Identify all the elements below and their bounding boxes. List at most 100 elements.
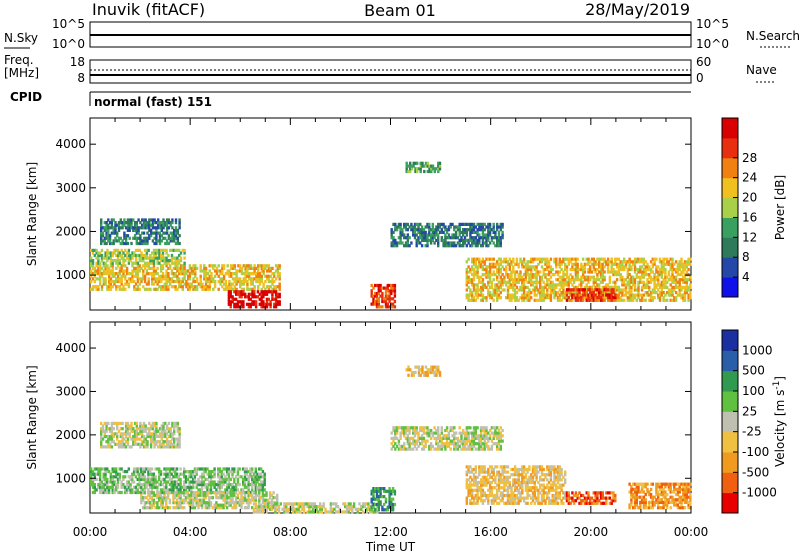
data-cell (122, 285, 125, 289)
data-cell (152, 282, 156, 286)
data-cell (497, 236, 501, 240)
data-cell (236, 483, 240, 487)
data-cell (621, 267, 624, 272)
data-cell (615, 273, 619, 277)
nsearch-tick-top: 10^5 (696, 17, 729, 31)
data-cell (106, 488, 109, 492)
data-cell (617, 288, 621, 292)
data-cell (479, 228, 483, 232)
data-cell (274, 277, 278, 281)
data-cell (406, 434, 409, 438)
data-cell (596, 275, 599, 279)
data-cell (238, 491, 241, 495)
data-cell (528, 280, 531, 284)
data-cell (158, 261, 161, 265)
data-cell (481, 285, 485, 289)
data-cell (574, 296, 578, 300)
data-cell (319, 510, 322, 514)
data-cell (580, 283, 583, 287)
data-cell (112, 421, 115, 425)
data-cell (488, 222, 492, 226)
data-cell (393, 492, 397, 496)
data-cell (215, 493, 218, 497)
data-cell (160, 256, 163, 260)
data-cell (437, 241, 440, 245)
data-cell (138, 269, 141, 273)
data-cell (155, 221, 158, 225)
data-cell (213, 470, 216, 474)
data-cell (174, 274, 177, 278)
data-cell (156, 480, 159, 484)
data-cell (254, 496, 257, 500)
data-cell (444, 233, 447, 237)
data-cell (683, 293, 687, 297)
data-cell (173, 442, 176, 446)
data-cell (531, 283, 535, 287)
data-cell (393, 286, 397, 290)
data-cell (408, 442, 411, 446)
data-cell (261, 493, 265, 497)
data-cell (419, 426, 422, 430)
data-cell (580, 280, 583, 284)
data-cell (247, 488, 250, 492)
data-cell (590, 275, 594, 279)
data-cell (130, 445, 133, 449)
data-cell (519, 285, 522, 289)
data-cell (142, 421, 146, 425)
data-cell (444, 236, 447, 240)
data-cell (572, 262, 576, 266)
data-cell (176, 277, 179, 281)
data-cell (549, 265, 553, 269)
data-cell (669, 278, 672, 282)
data-cell (99, 272, 102, 276)
data-cell (163, 488, 166, 492)
data-cell (390, 236, 393, 240)
data-cell (671, 278, 674, 282)
data-cell (390, 228, 393, 232)
data-cell (278, 295, 281, 299)
data-cell (375, 497, 379, 501)
data-cell (165, 231, 169, 235)
data-cell (372, 505, 375, 509)
data-cell (660, 288, 663, 292)
data-cell (651, 270, 654, 274)
data-cell (617, 273, 621, 277)
data-cell (145, 483, 148, 487)
data-cell (109, 287, 113, 291)
data-cell (218, 477, 222, 481)
data-cell (236, 305, 240, 309)
data-cell (91, 470, 95, 474)
data-cell (603, 296, 606, 300)
data-cell (512, 260, 515, 264)
data-cell (599, 293, 603, 297)
data-cell (195, 266, 199, 270)
data-cell (144, 440, 147, 444)
data-cell (95, 285, 98, 289)
data-cell (98, 467, 102, 471)
data-cell (415, 439, 418, 443)
data-cell (626, 270, 629, 274)
data-cell (176, 442, 179, 446)
data-cell (125, 269, 129, 273)
data-cell (226, 264, 229, 268)
data-cell (512, 257, 515, 261)
data-cell (410, 164, 414, 168)
data-cell (583, 267, 587, 272)
data-cell (97, 285, 100, 289)
data-cell (419, 241, 422, 245)
data-cell (551, 267, 554, 272)
data-cell (317, 510, 320, 514)
data-cell (639, 293, 642, 297)
data-cell (278, 302, 281, 306)
data-cell (111, 274, 114, 278)
data-cell (242, 300, 245, 304)
data-cell (671, 291, 674, 295)
data-cell (417, 228, 420, 232)
data-cell (151, 259, 154, 263)
data-cell (283, 502, 286, 506)
data-cell (467, 257, 470, 261)
data-cell (533, 291, 536, 295)
data-cell (238, 290, 241, 294)
data-cell (267, 498, 270, 502)
data-cell (571, 278, 574, 282)
